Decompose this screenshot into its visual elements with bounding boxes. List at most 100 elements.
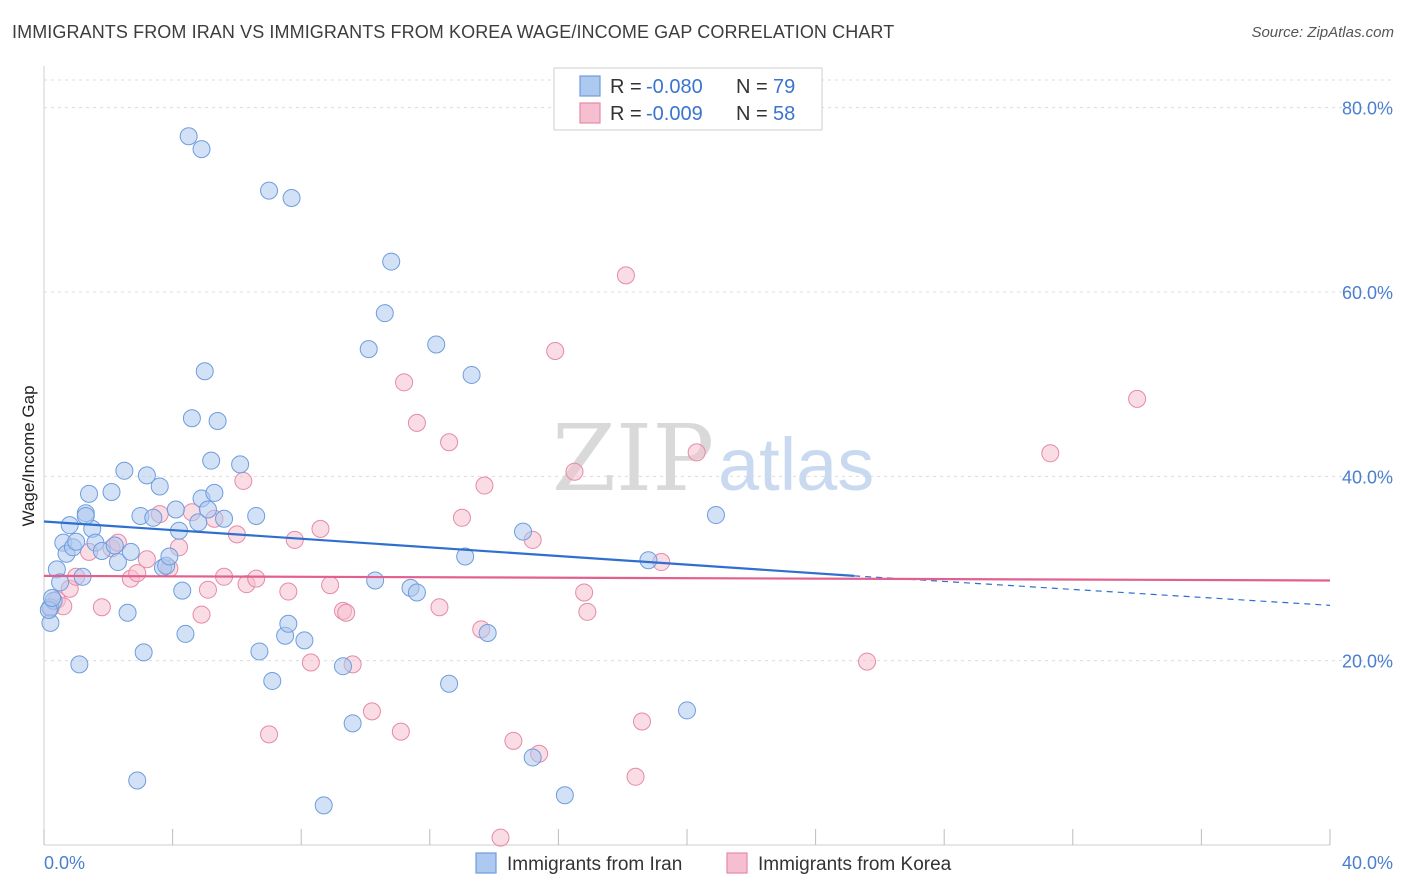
iran-point (118, 603, 137, 622)
iran-point (134, 643, 153, 662)
watermark: ZIP atlas (552, 405, 874, 512)
legend-box: R = -0.080 N = 79 R = -0.009 N = 58 (553, 67, 823, 131)
source-label: Source: ZipAtlas.com (1251, 24, 1394, 41)
iran-point (333, 657, 352, 676)
korea-point (137, 550, 156, 569)
watermark-zip: ZIP (552, 405, 714, 512)
korea-point (362, 702, 381, 721)
iran-point (173, 581, 192, 600)
iran-point (60, 516, 79, 535)
iran-point (67, 532, 86, 551)
korea-point (616, 266, 635, 285)
korea-point (285, 530, 304, 549)
y-axis-title: Wage/Income Gap (19, 385, 38, 526)
korea-point (491, 828, 510, 847)
iran-point (279, 614, 298, 633)
iran-point (150, 477, 169, 496)
data-points (39, 127, 1147, 847)
iran-point (282, 188, 301, 207)
korea-point (578, 602, 597, 621)
korea-point (247, 569, 266, 588)
iran-point (102, 482, 121, 501)
iran-point (456, 547, 475, 566)
korea-point (337, 603, 356, 622)
korea-point (128, 564, 147, 583)
legend-n-value-iran: 79 (773, 76, 795, 98)
legend-n-label-iran: N = (736, 76, 768, 98)
legend-swatch-iran (579, 75, 601, 97)
iran-point (366, 571, 385, 590)
korea-point (687, 443, 706, 462)
iran-point (144, 508, 163, 527)
iran-point (182, 409, 201, 428)
iran-point (43, 588, 62, 607)
korea-point (234, 471, 253, 490)
trend-lines (43, 520, 1331, 606)
bottom-legend-swatch-iran (475, 852, 497, 874)
iran-point (375, 304, 394, 323)
korea-point (575, 583, 594, 602)
iran-point (121, 542, 140, 561)
iran-point (166, 500, 185, 519)
iran-point (295, 631, 314, 650)
iran-point (195, 362, 214, 381)
x-tick-label-max: 40.0% (1342, 853, 1393, 873)
iran-point (108, 553, 127, 572)
korea-point (475, 476, 494, 495)
korea-point (260, 725, 279, 744)
iran-point (478, 624, 497, 643)
iran-point (260, 181, 279, 200)
axes (43, 66, 1331, 846)
y-tick-label: 20.0% (1342, 652, 1393, 672)
watermark-atlas: atlas (718, 423, 874, 506)
iran-point (639, 551, 658, 570)
grid (44, 79, 1392, 662)
iran-point (137, 466, 156, 485)
iran-point (314, 796, 333, 815)
iran-point (128, 771, 147, 790)
iran-point (440, 674, 459, 693)
bottom-legend-swatch-korea (726, 852, 748, 874)
legend-swatch-korea (579, 102, 601, 124)
iran-point (198, 500, 217, 519)
korea-point (452, 508, 471, 527)
iran-point (263, 671, 282, 690)
iran-point (514, 522, 533, 541)
korea-point (395, 373, 414, 392)
legend-n-value-korea: 58 (773, 103, 795, 125)
y-tick-labels: 20.0% 40.0% 60.0% 80.0% (1342, 99, 1393, 672)
iran-point (202, 451, 221, 470)
korea-point (565, 462, 584, 481)
iran-point (678, 701, 696, 720)
chart-title: IMMIGRANTS FROM IRAN VS IMMIGRANTS FROM … (12, 22, 895, 42)
iran-point (359, 340, 378, 359)
iran-point (192, 140, 211, 159)
korea-point (92, 598, 111, 617)
korea-point (198, 580, 217, 599)
korea-point (311, 519, 330, 538)
iran-point (160, 547, 179, 566)
korea-point (504, 731, 523, 750)
iran-point (523, 748, 542, 767)
korea-point (632, 712, 651, 731)
iran-point (179, 127, 198, 146)
iran-point (250, 642, 269, 661)
iran-point (407, 583, 426, 602)
y-tick-label: 80.0% (1342, 99, 1393, 119)
korea-point (391, 722, 410, 741)
korea-point (626, 767, 645, 786)
korea-point (301, 653, 320, 672)
legend-r-value-korea: -0.009 (646, 103, 703, 125)
legend-r-value-iran: -0.080 (646, 76, 703, 98)
korea-point (430, 598, 449, 617)
iran-point (208, 412, 227, 431)
iran-trend-extension (854, 575, 1331, 606)
korea-point (279, 582, 298, 601)
iran-point (382, 252, 401, 271)
iran-point (76, 506, 95, 525)
iran-point (247, 506, 266, 525)
iran-point (706, 506, 725, 525)
iran-point (205, 483, 224, 502)
korea-trend-line (43, 574, 1331, 582)
iran-point (231, 455, 250, 474)
